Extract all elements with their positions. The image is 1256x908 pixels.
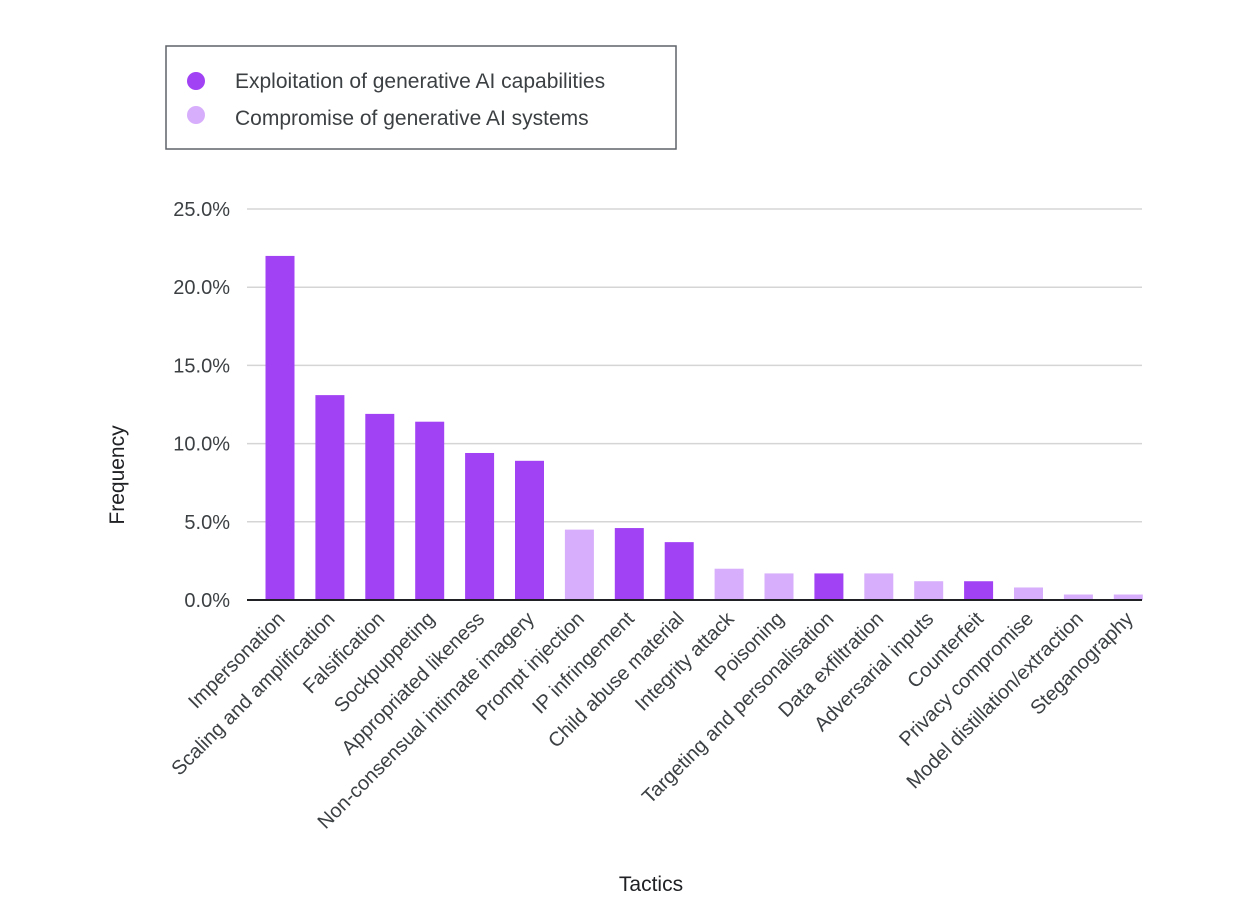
y-tick-label: 25.0%	[173, 199, 230, 221]
legend-label-exploitation: Exploitation of generative AI capabiliti…	[235, 70, 605, 93]
legend: Exploitation of generative AI capabiliti…	[165, 45, 677, 150]
bar-impersonation	[265, 255, 295, 601]
y-tick-label: 15.0%	[173, 355, 230, 377]
bar-adversarial-inputs	[914, 581, 944, 600]
bars	[265, 255, 1143, 601]
legend-swatch-exploitation	[187, 72, 205, 90]
y-tick-label: 0.0%	[184, 590, 230, 612]
bar-poisoning	[764, 573, 794, 600]
x-axis-title: Tactics	[619, 873, 683, 896]
bar-privacy-compromise	[1014, 587, 1043, 600]
bar-targeting-and-personalisation	[814, 573, 844, 600]
bar-child-abuse-material	[664, 542, 694, 600]
bar-appropriated-likeness	[465, 452, 495, 600]
y-tick-label: 10.0%	[173, 434, 230, 456]
bar-ip-infringement	[614, 528, 644, 600]
bar-falsification	[365, 413, 395, 600]
bar-data-exfiltration	[864, 573, 894, 600]
y-tick-label: 20.0%	[173, 277, 230, 299]
y-axis-title: Frequency	[106, 425, 129, 525]
y-tick-label: 5.0%	[184, 512, 230, 534]
bar-sockpuppeting	[415, 421, 445, 600]
bar-counterfeit	[964, 581, 994, 600]
legend-swatch-compromise	[187, 106, 205, 124]
bar-non-consensual-intimate-imagery	[515, 460, 544, 600]
bar-scaling-and-amplification	[315, 395, 345, 600]
bar-integrity-attack	[714, 568, 744, 600]
bar-prompt-injection	[564, 529, 594, 600]
legend-label-compromise: Compromise of generative AI systems	[235, 107, 589, 130]
gridlines	[247, 208, 1142, 523]
bar-steganography	[1113, 594, 1143, 600]
bar-model-distillation-extraction	[1063, 594, 1093, 600]
legend-box	[165, 45, 677, 150]
y-axis-ticks: 0.0% 5.0% 10.0% 15.0% 20.0% 25.0%	[173, 199, 230, 612]
